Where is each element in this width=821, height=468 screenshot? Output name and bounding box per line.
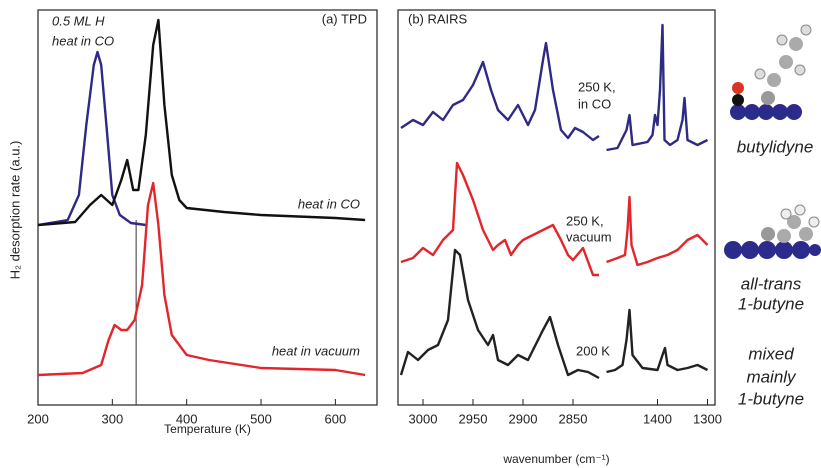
molecule-label: 1-butyne [738, 389, 804, 408]
annotation: heat in vacuum [272, 343, 360, 358]
spectrum-line [37, 181, 366, 377]
x-tick-label: 2850 [559, 411, 588, 426]
x-tick-label: 3000 [409, 411, 438, 426]
panel-title: (a) TPD [322, 11, 367, 26]
spectrum-line [400, 161, 709, 277]
annotation: in CO [578, 96, 611, 111]
molecule-label: mixed [748, 344, 794, 363]
molecule-label: butylidyne [737, 137, 814, 156]
annotation: 250 K, [578, 79, 616, 94]
annotation: heat in CO [298, 196, 360, 211]
y-axis-label: H₂ desorption rate (a.u.) [7, 141, 22, 280]
annotation: vacuum [566, 229, 612, 244]
spectrum-line [37, 50, 146, 227]
plot-frame [397, 9, 716, 406]
butylidyne-model [730, 24, 812, 120]
x-axis-label: Temperature (K) [164, 422, 251, 436]
molecules [724, 24, 821, 259]
plot-frame [37, 9, 378, 406]
panel-title: (b) RAIRS [408, 11, 468, 26]
x-tick-label: 300 [101, 411, 123, 426]
molecule-label: all-trans [741, 274, 802, 293]
annotation: 0.5 ML H [52, 13, 105, 28]
x-tick-label: 200 [27, 411, 49, 426]
spectrum-line [400, 23, 709, 152]
x-axis-label: wavenumber (cm⁻¹) [502, 452, 609, 466]
x-tick-label: 600 [325, 411, 347, 426]
x-tick-label: 1300 [693, 411, 722, 426]
molecule-label: 1-butyne [738, 294, 804, 313]
butyne-model [724, 204, 821, 259]
molecule-label: mainly [746, 367, 797, 386]
x-tick-label: 400 [176, 411, 198, 426]
spectrum-line [399, 248, 709, 380]
annotation: heat in CO [52, 33, 114, 48]
annotation: 200 K [576, 343, 610, 358]
x-tick-label: 1400 [643, 411, 672, 426]
x-tick-label: 2950 [459, 411, 488, 426]
spectrum-line [37, 18, 366, 227]
x-tick-label: 2900 [509, 411, 538, 426]
x-tick-label: 500 [250, 411, 272, 426]
annotation: 250 K, [566, 213, 604, 228]
